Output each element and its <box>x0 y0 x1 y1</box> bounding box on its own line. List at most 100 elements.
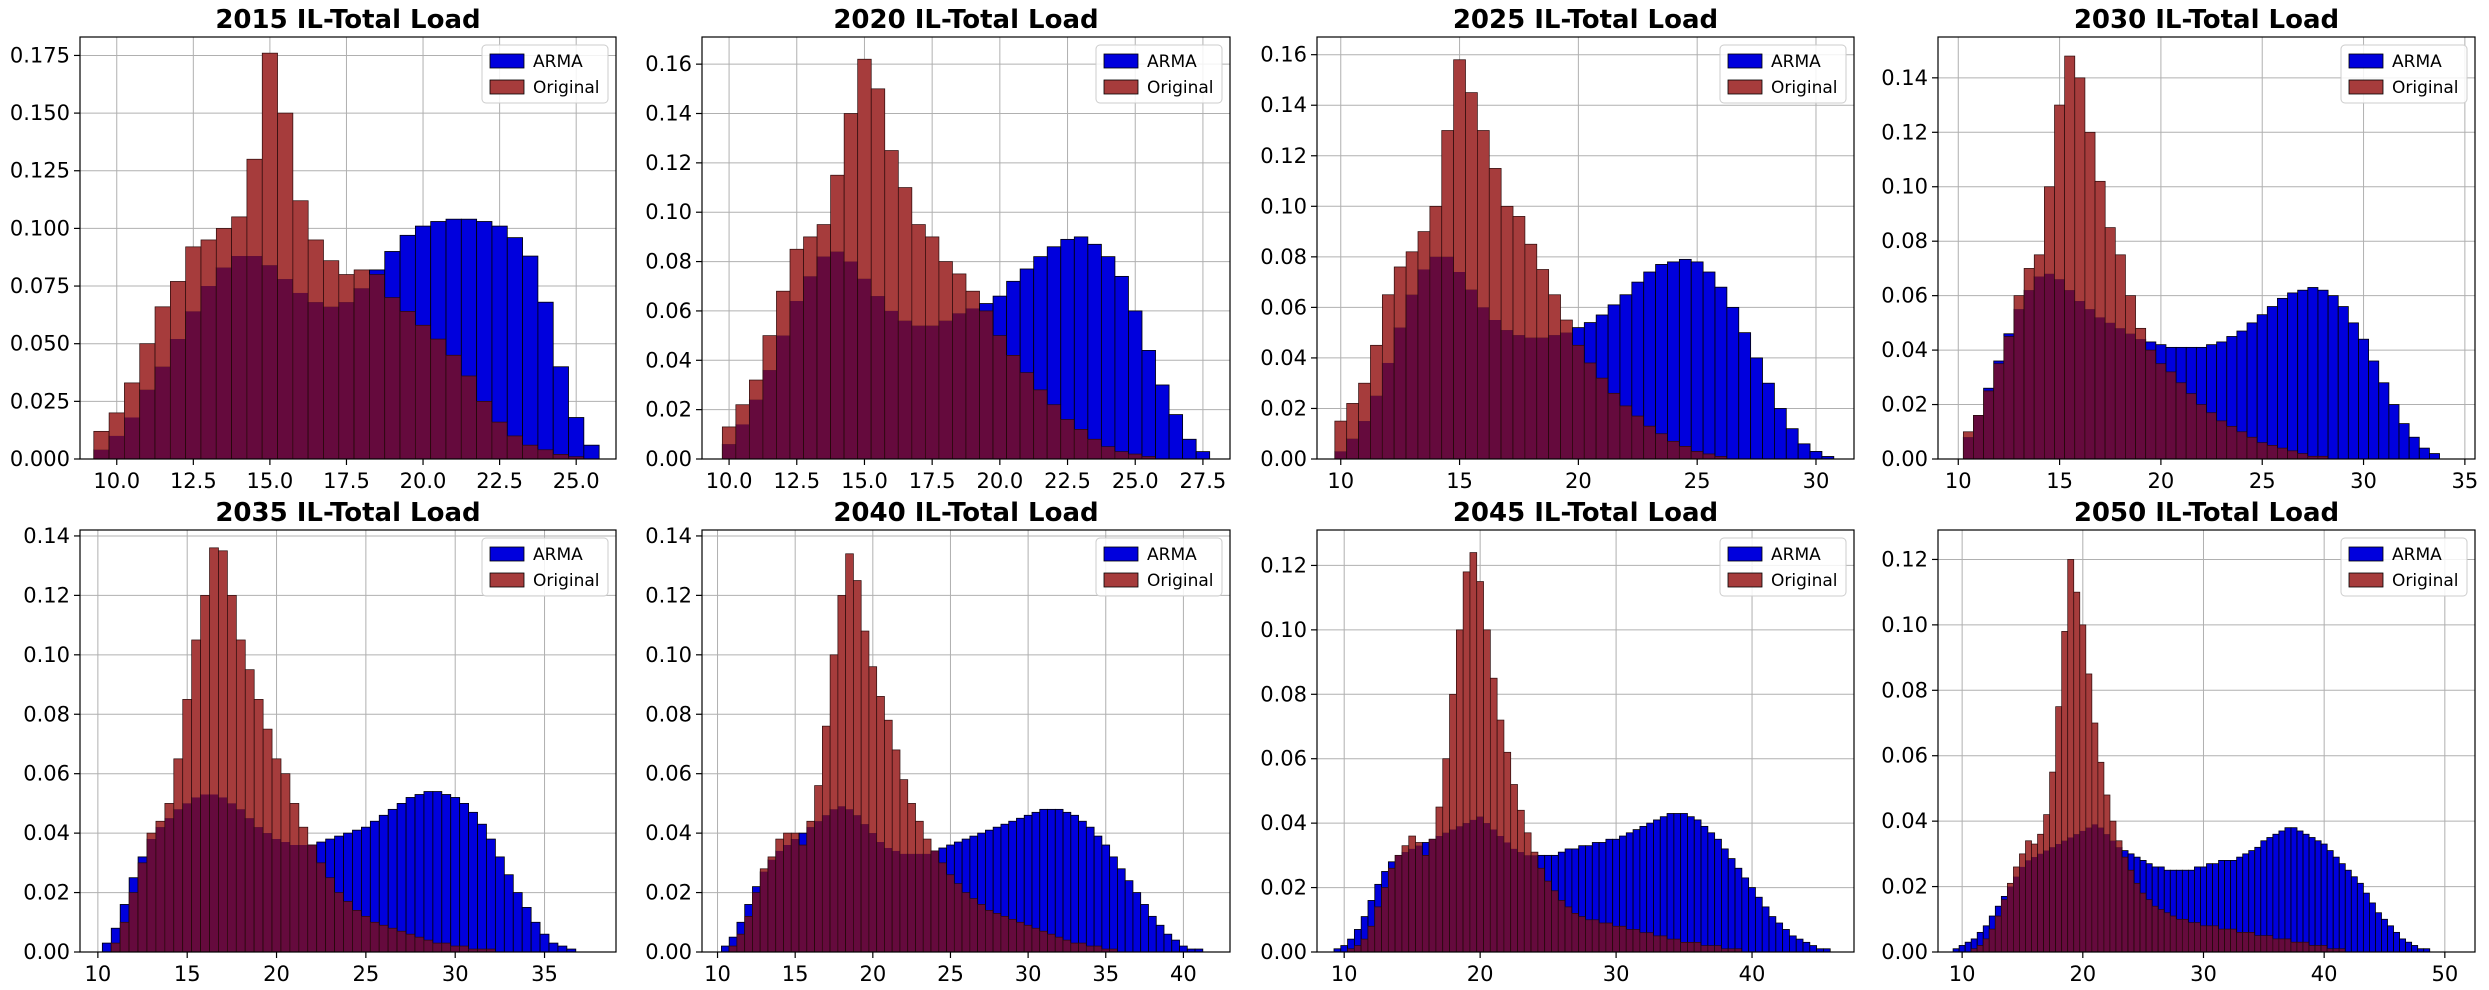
bar-overlap <box>1548 335 1561 459</box>
bar-original <box>1963 431 1974 438</box>
bar-overlap <box>2019 866 2026 952</box>
bar-overlap <box>120 922 130 952</box>
subplot-6: 10 20 30 40 0.00 0.02 0.04 0.06 0.08 0.10 0.12 2045… <box>1260 498 1855 986</box>
bar-original <box>1346 403 1359 439</box>
bar-overlap <box>923 853 932 952</box>
bar-overlap <box>1394 327 1407 459</box>
bar-original <box>236 639 246 810</box>
bar-overlap <box>2146 899 2153 952</box>
bar-overlap <box>1714 945 1722 952</box>
bar-overlap <box>1422 855 1430 952</box>
bar-arma <box>1673 813 1682 953</box>
bar-overlap <box>1395 855 1402 952</box>
bar-overlap <box>129 892 139 952</box>
bar-original <box>837 595 846 807</box>
bar-arma <box>2362 892 2370 953</box>
bar-overlap <box>1667 939 1674 952</box>
bar-overlap <box>1524 855 1532 952</box>
bar-overlap <box>2248 932 2255 952</box>
bar-arma <box>1726 306 1740 460</box>
bar-overlap <box>1612 926 1620 952</box>
bar-original <box>155 821 165 828</box>
bar-original <box>2067 559 2074 838</box>
bar-overlap <box>379 925 389 952</box>
bar-arma <box>1655 264 1668 460</box>
bar-original <box>857 59 872 279</box>
bar-original <box>1456 629 1464 827</box>
x-tick-label: 20 <box>1467 962 1494 986</box>
x-tick-label: 35 <box>2452 469 2479 493</box>
bar-original <box>952 273 966 314</box>
bar-overlap <box>1578 916 1586 952</box>
bar-overlap <box>2085 827 2092 952</box>
y-tick-label: 0.00 <box>23 940 70 964</box>
bar-arma <box>1163 933 1173 953</box>
bar-original <box>2073 592 2080 835</box>
y-tick-label: 0.100 <box>10 216 70 240</box>
legend-label-original: Original <box>2392 78 2459 98</box>
legend-swatch-original <box>489 79 525 95</box>
bar-overlap <box>1653 935 1661 952</box>
bar-original <box>2061 631 2068 841</box>
bar-overlap <box>568 456 584 459</box>
y-tick-label: 0.06 <box>645 762 692 786</box>
bar-overlap <box>2303 942 2310 952</box>
bar-overlap <box>1008 919 1017 952</box>
bar-arma <box>1680 813 1688 953</box>
bar-overlap <box>155 366 171 459</box>
x-tick-label: 12.5 <box>773 469 820 493</box>
bar-original <box>892 749 900 851</box>
bar-original <box>2055 706 2062 845</box>
bar-overlap <box>1374 906 1382 952</box>
bar-overlap <box>1060 419 1075 459</box>
bar-overlap <box>790 301 804 459</box>
bar-overlap <box>2200 925 2207 952</box>
bar-original <box>1370 345 1383 396</box>
bar-overlap <box>292 292 309 459</box>
y-tick-label: 0.14 <box>1881 66 1928 90</box>
bar-overlap <box>2230 929 2237 952</box>
bar-arma <box>2326 850 2334 953</box>
bar-arma <box>1128 310 1143 460</box>
bar-overlap <box>236 809 246 952</box>
bar-original <box>182 699 192 804</box>
bar-arma <box>1182 438 1197 460</box>
bar-overlap <box>164 818 174 952</box>
bar-arma <box>2358 338 2370 460</box>
bar-overlap <box>93 449 110 459</box>
legend: ARMA Original <box>1719 537 1847 597</box>
legend-label-arma: ARMA <box>2392 545 2442 565</box>
bar-overlap <box>1024 925 1032 952</box>
bar-overlap <box>2054 279 2065 459</box>
bar-original <box>2084 132 2096 310</box>
bar-overlap <box>245 818 255 952</box>
bar-overlap <box>1971 948 1978 952</box>
bar-overlap <box>277 279 293 459</box>
bar-overlap <box>1503 842 1511 952</box>
subplot-title: 2040 IL-Total Load <box>833 498 1098 528</box>
bar-original <box>173 758 183 810</box>
bar-arma <box>1727 858 1736 953</box>
bar-arma <box>539 933 550 953</box>
bar-original <box>245 669 255 819</box>
bar-arma <box>2338 863 2346 953</box>
bar-overlap <box>1560 332 1573 459</box>
bar-arma <box>2278 830 2286 953</box>
bar-overlap <box>170 339 186 459</box>
bar-original <box>900 779 908 854</box>
bar-arma <box>2381 918 2388 953</box>
bar-overlap <box>2278 938 2285 952</box>
bar-overlap <box>361 916 371 952</box>
bar-overlap <box>281 842 290 952</box>
bar-overlap <box>1033 389 1048 459</box>
bar-arma <box>2350 876 2358 953</box>
bar-original <box>292 200 309 293</box>
x-tick-label: 10 <box>84 962 111 986</box>
bar-overlap <box>1599 923 1606 952</box>
y-tick-label: 0.175 <box>10 43 70 67</box>
bar-overlap <box>1679 446 1692 459</box>
bar-arma <box>2369 902 2376 953</box>
bar-overlap <box>209 794 219 952</box>
bar-overlap <box>729 946 737 952</box>
bar-arma <box>506 237 523 460</box>
